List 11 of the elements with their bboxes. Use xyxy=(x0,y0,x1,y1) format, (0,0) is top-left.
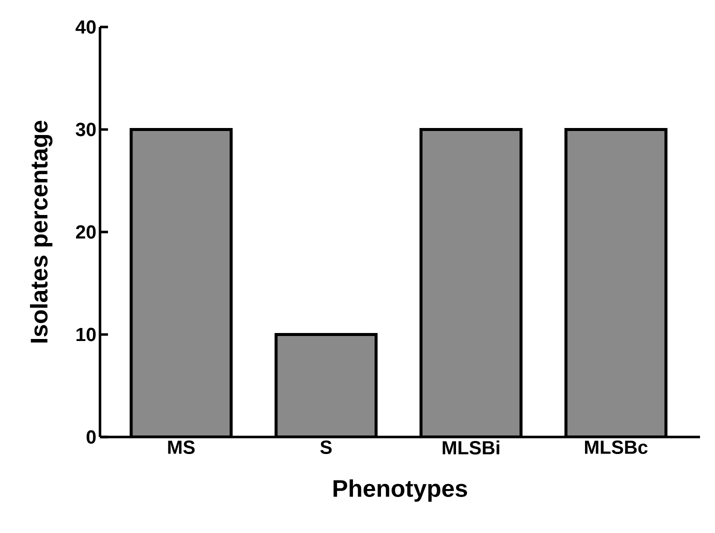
x-axis-title: Phenotypes xyxy=(334,479,468,502)
x-tick-label: MS xyxy=(168,440,195,454)
y-axis-title: Isolates percentage xyxy=(30,120,52,342)
y-tick-label: 20 xyxy=(76,225,96,239)
x-tick-label: S xyxy=(320,440,332,454)
y-tick-label: 0 xyxy=(86,430,96,444)
x-tick-label: MLSBi xyxy=(442,440,500,454)
y-tick-label: 30 xyxy=(76,122,96,136)
y-tick-label: 10 xyxy=(76,328,96,342)
x-tick-label: MLSBc xyxy=(585,440,648,454)
y-tick-label: 40 xyxy=(76,20,96,34)
